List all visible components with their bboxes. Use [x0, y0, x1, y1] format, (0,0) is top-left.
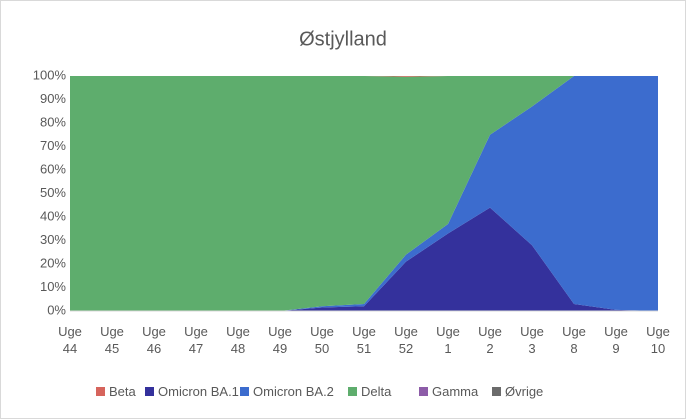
legend-item: Øvrige	[492, 384, 543, 399]
chart-title: Østjylland	[299, 28, 387, 50]
legend-label: Omicron BA.1	[158, 384, 239, 399]
y-tick-label: 60%	[40, 161, 66, 176]
legend-label: Gamma	[432, 384, 479, 399]
x-tick-label: Uge 2	[478, 324, 502, 356]
area	[70, 207, 658, 311]
x-tick-label: Uge 50	[310, 324, 334, 356]
x-tick-label: Uge 8	[562, 324, 586, 356]
legend-label: Beta	[109, 384, 136, 399]
legend-swatch	[492, 387, 501, 396]
legend-swatch	[348, 387, 357, 396]
y-tick-label: 30%	[40, 232, 66, 247]
x-tick-label: Uge 51	[352, 324, 376, 356]
legend-label: Omicron BA.2	[253, 384, 334, 399]
legend-label: Delta	[361, 384, 392, 399]
y-tick-label: 50%	[40, 185, 66, 200]
x-tick-label: Uge 49	[268, 324, 292, 356]
y-tick-label: 40%	[40, 208, 66, 223]
y-tick-label: 10%	[40, 279, 66, 294]
legend-swatch	[96, 387, 105, 396]
legend-item: Gamma	[419, 384, 478, 399]
area	[70, 76, 658, 311]
y-tick-label: 90%	[40, 91, 66, 106]
x-tick-label: Uge 9	[604, 324, 628, 356]
x-tick-label: Uge 46	[142, 324, 166, 356]
y-tick-label: 0%	[47, 302, 66, 317]
y-tick-label: 80%	[40, 114, 66, 129]
legend-item: Beta	[96, 384, 136, 399]
legend-item: Delta	[348, 384, 391, 399]
legend-swatch	[240, 387, 249, 396]
x-tick-label: Uge 48	[226, 324, 250, 356]
legend-swatch	[419, 387, 428, 396]
x-tick-label: Uge 1	[436, 324, 460, 356]
x-tick-label: Uge 3	[520, 324, 544, 356]
x-tick-label: Uge 52	[394, 324, 418, 356]
legend-label: Øvrige	[505, 384, 544, 399]
legend-swatch	[145, 387, 154, 396]
area	[70, 76, 658, 311]
legend-item: Omicron BA.1	[145, 384, 239, 399]
x-tick-label: Uge 45	[100, 324, 124, 356]
y-tick-label: 100%	[33, 67, 67, 82]
x-tick-label: Uge 44	[58, 324, 82, 356]
x-tick-label: Uge 47	[184, 324, 208, 356]
legend-item: Omicron BA.2	[240, 384, 334, 399]
y-tick-label: 70%	[40, 138, 66, 153]
y-tick-label: 20%	[40, 255, 66, 270]
x-tick-label: Uge 10	[646, 324, 670, 356]
